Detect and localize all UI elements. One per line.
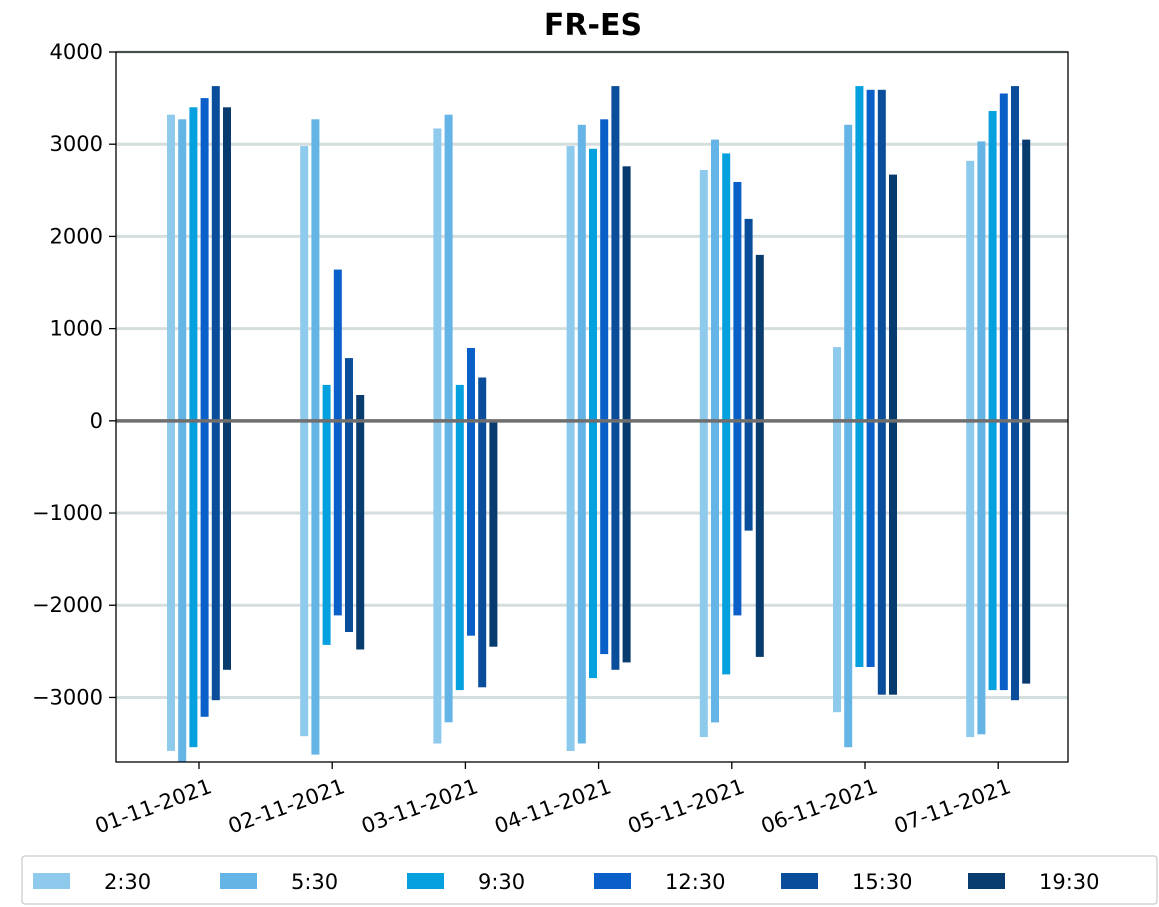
legend-label: 12:30 — [665, 870, 726, 894]
bar — [866, 89, 875, 668]
legend-swatch — [33, 873, 70, 889]
legend-label: 19:30 — [1039, 870, 1100, 894]
bar — [744, 218, 753, 531]
bar — [833, 347, 841, 713]
bar — [167, 114, 175, 751]
legend-label: 2:30 — [104, 870, 151, 894]
y-tick-label: 4000 — [50, 40, 103, 64]
y-tick-label: −1000 — [32, 501, 103, 525]
x-tick-label: 05-11-2021 — [625, 774, 748, 838]
legend-swatch — [968, 873, 1005, 889]
bar — [311, 119, 320, 755]
bar — [1011, 86, 1019, 701]
y-tick-label: 0 — [90, 409, 103, 433]
legend-swatch — [407, 873, 444, 889]
bar — [467, 348, 475, 636]
y-tick-label: −2000 — [32, 593, 103, 617]
y-tick-label: 1000 — [50, 317, 103, 341]
plot-frame — [115, 51, 1069, 763]
bar — [877, 89, 886, 695]
chart-title: FR-ES — [544, 8, 642, 43]
x-tick-label: 06-11-2021 — [758, 774, 881, 838]
legend-swatch — [781, 873, 818, 889]
bar — [566, 146, 575, 752]
bar — [600, 119, 609, 655]
x-axis: 01-11-2021 02-11-2021 03-11-2021 04-11-2021… — [92, 762, 1014, 838]
bar — [189, 107, 198, 748]
bar — [322, 384, 331, 645]
x-tick-label: 04-11-2021 — [491, 774, 614, 838]
bar — [611, 86, 620, 670]
bar — [478, 377, 487, 688]
legend-label: 15:30 — [852, 870, 913, 894]
bar — [966, 160, 975, 738]
bars — [167, 86, 1031, 763]
bar — [622, 166, 631, 663]
bar — [589, 148, 597, 679]
x-tick-label: 02-11-2021 — [225, 774, 348, 838]
bar — [844, 124, 853, 748]
bar — [999, 93, 1008, 691]
bar — [489, 420, 498, 647]
bar — [345, 358, 353, 632]
bar — [733, 182, 742, 616]
y-tick-label: −3000 — [32, 685, 103, 709]
bar — [455, 384, 464, 691]
bar — [356, 395, 365, 650]
bar — [223, 107, 231, 670]
x-tick-label: 03-11-2021 — [358, 774, 481, 838]
bar — [577, 124, 586, 744]
legend-swatch — [594, 873, 631, 889]
bar — [178, 119, 187, 763]
x-tick-label: 07-11-2021 — [891, 774, 1014, 838]
bar — [699, 170, 708, 738]
bar — [1022, 139, 1031, 684]
bar — [444, 114, 453, 723]
legend-box — [21, 855, 1158, 905]
legend-label: 9:30 — [478, 870, 525, 894]
legend: 2:30 5:30 9:30 12:30 15:30 19:30 — [21, 855, 1158, 905]
bar — [433, 128, 442, 744]
bar — [211, 86, 220, 701]
y-axis: 4000 3000 2000 1000 0 −1000 −2000 −3000 — [32, 40, 116, 709]
legend-label: 5:30 — [291, 870, 338, 894]
bar — [722, 153, 731, 675]
bar — [711, 139, 719, 723]
x-tick-label: 01-11-2021 — [92, 774, 215, 838]
y-tick-label: 2000 — [50, 224, 103, 248]
y-tick-label: 3000 — [50, 132, 103, 156]
bar — [988, 111, 997, 691]
bar — [855, 86, 864, 668]
bar — [200, 98, 209, 717]
bar — [333, 269, 342, 616]
legend-swatch — [220, 873, 257, 889]
bar — [977, 141, 986, 735]
bar — [889, 174, 897, 695]
bar — [300, 146, 309, 737]
bar — [755, 254, 764, 657]
